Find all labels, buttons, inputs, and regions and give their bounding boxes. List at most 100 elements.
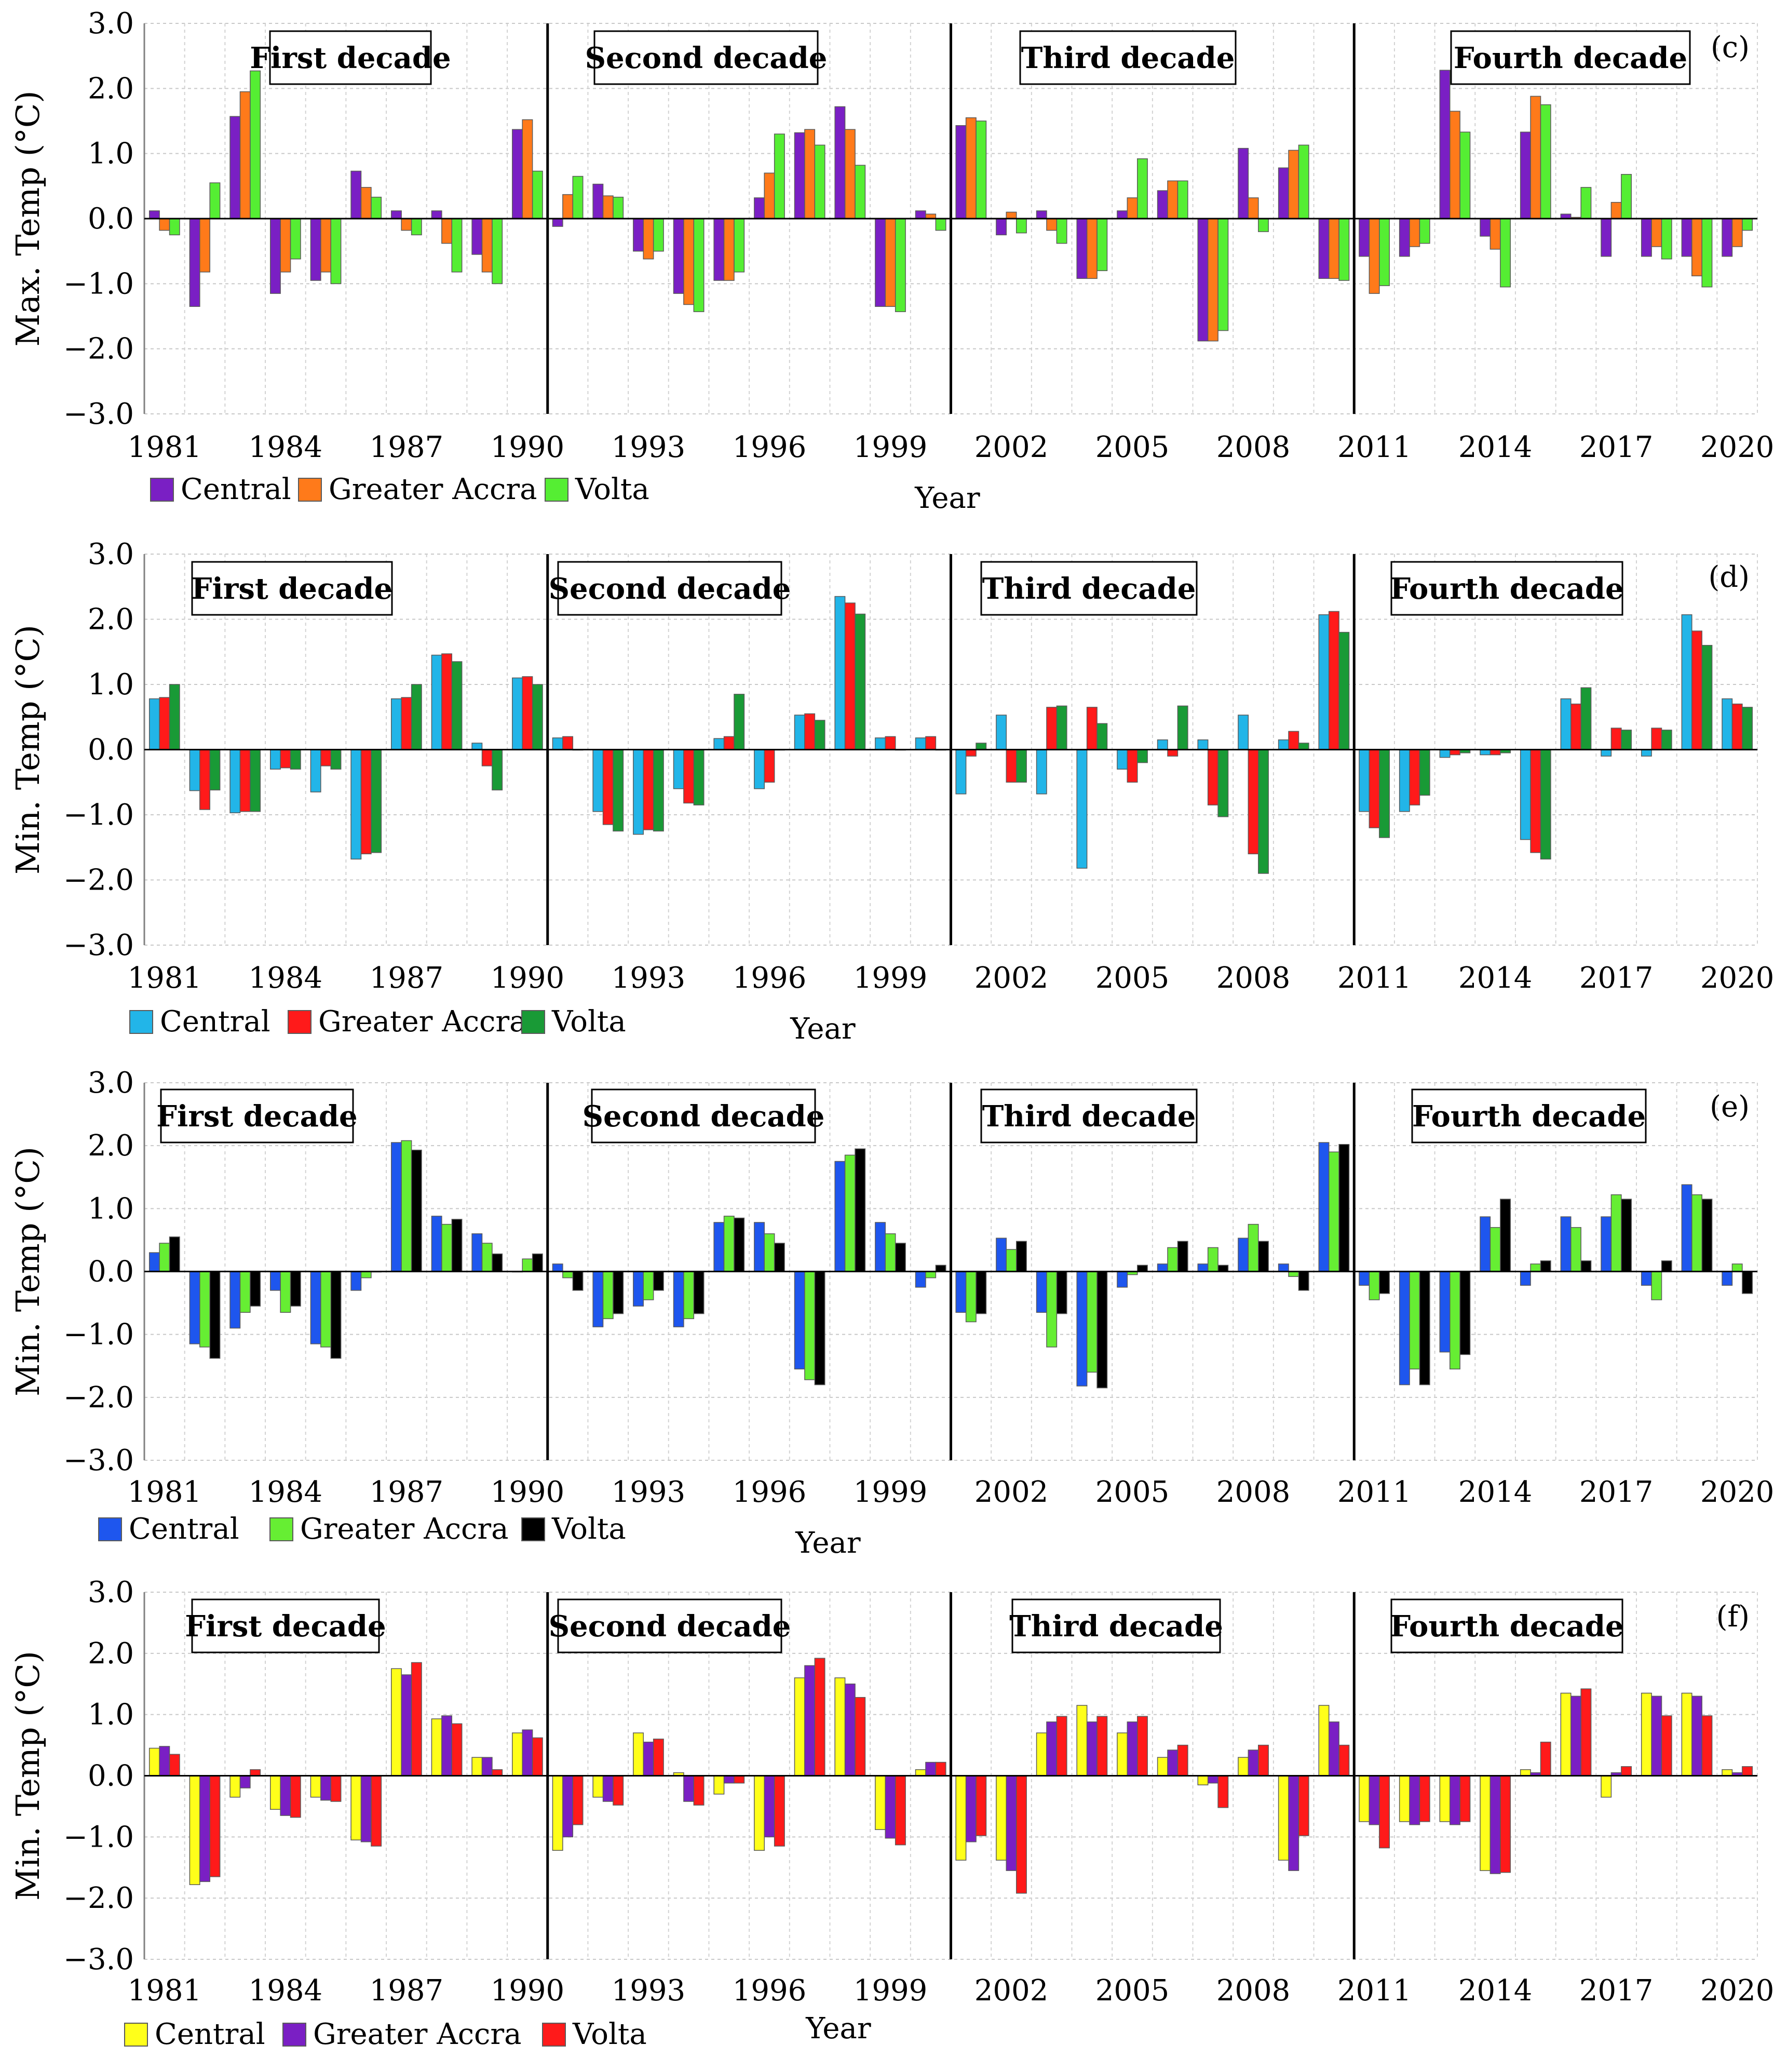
bar-greater-accra-2014: [1489, 749, 1501, 756]
bar-central-2014: [1480, 218, 1491, 237]
y-tick-label: −1.0: [63, 267, 134, 301]
x-tick-label: 2020: [1700, 1974, 1774, 2008]
bar-central-1989: [471, 743, 483, 750]
y-tick-label: −3.0: [63, 1943, 134, 1976]
y-tick-label: 2.0: [88, 1129, 134, 1163]
decade-box: [191, 1598, 380, 1653]
bar-central-1991: [552, 737, 563, 750]
bar-volta-1997: [814, 1658, 825, 1777]
bar-central-2008: [1238, 1757, 1249, 1777]
bar-greater-accra-1991: [562, 1271, 574, 1279]
legend-label: Central: [160, 1005, 270, 1039]
bar-volta-2012: [1419, 1271, 1430, 1385]
bar-central-1999: [875, 1775, 886, 1830]
bar-volta-2017: [1621, 730, 1632, 750]
y-tick-label: 3.0: [88, 537, 134, 571]
x-tick-label: 1999: [854, 1475, 928, 1509]
bar-central-2006: [1157, 1263, 1168, 1272]
bar-greater-accra-2011: [1369, 218, 1380, 294]
chart-panel-f: 3.0 2.0 1.0 0.0 −1.0 −2.0 −3.0 Min. Temp (°C) Fi…: [9, 1576, 1774, 2051]
bar-volta-2011: [1379, 218, 1390, 286]
bar-central-2004: [1076, 218, 1088, 279]
legend-label: Volta: [572, 2017, 647, 2051]
bar-volta-2008: [1258, 1241, 1269, 1272]
decade-box: [591, 1088, 816, 1143]
bar-volta-2013: [1459, 131, 1471, 219]
bar-greater-accra-2020: [1731, 218, 1743, 247]
bar-central-2018: [1641, 749, 1652, 757]
decade-box: [593, 30, 819, 85]
bar-central-1993: [633, 218, 644, 252]
bar-greater-accra-2013: [1449, 111, 1460, 219]
bar-volta-1989: [492, 1253, 503, 1272]
bar-central-2005: [1117, 749, 1128, 770]
y-tick-label: −3.0: [63, 1444, 134, 1477]
bar-central-1997: [794, 132, 805, 219]
bar-central-1985: [310, 749, 321, 792]
bar-central-1991: [552, 1263, 563, 1272]
bar-greater-accra-2007: [1207, 749, 1218, 805]
bar-greater-accra-1999: [885, 736, 896, 750]
bar-volta-2006: [1177, 705, 1188, 750]
x-tick-label: 1981: [128, 1475, 202, 1509]
panel-letter: (c): [1711, 31, 1750, 64]
bar-central-1981: [148, 698, 160, 750]
bar-greater-accra-2001: [965, 1271, 977, 1323]
bar-volta-1992: [613, 1271, 624, 1314]
bar-greater-accra-1983: [239, 1271, 251, 1313]
bar-greater-accra-1982: [199, 1775, 210, 1882]
bar-central-1996: [754, 1222, 765, 1272]
bar-central-2010: [1318, 218, 1330, 279]
bar-volta-2006: [1177, 1241, 1188, 1272]
bar-central-2018: [1641, 1692, 1652, 1777]
bar-central-1986: [350, 170, 362, 219]
x-tick-label: 1984: [249, 1475, 323, 1509]
bar-volta-2005: [1136, 1264, 1148, 1272]
bar-volta-1992: [613, 196, 624, 219]
bar-central-1999: [875, 737, 886, 750]
bar-volta-1994: [693, 1271, 705, 1314]
bar-volta-2010: [1338, 1143, 1350, 1272]
x-tick-label: 2011: [1337, 961, 1412, 995]
bar-central-2006: [1157, 1757, 1168, 1777]
y-tick-label: 1.0: [88, 1192, 134, 1226]
bar-central-2007: [1197, 739, 1209, 750]
bar-central-1990: [512, 677, 523, 750]
bar-greater-accra-2013: [1449, 1271, 1460, 1370]
x-tick-label: 2017: [1579, 1974, 1654, 2008]
legend-label: Volta: [551, 1005, 626, 1039]
bar-greater-accra-2006: [1167, 180, 1179, 219]
bar-volta-2001: [976, 1775, 987, 1836]
bar-central-1981: [148, 210, 160, 219]
y-tick-label: 0.0: [88, 733, 134, 767]
bar-greater-accra-1985: [320, 749, 331, 766]
bar-volta-1985: [330, 218, 342, 285]
bar-volta-2004: [1096, 1716, 1108, 1777]
bar-central-2001: [955, 1271, 967, 1313]
bar-volta-1994: [693, 1775, 705, 1806]
bar-greater-accra-1996: [764, 1775, 775, 1838]
bar-central-2019: [1681, 1184, 1692, 1272]
y-tick-label: −1.0: [63, 1820, 134, 1854]
bar-volta-2016: [1580, 687, 1592, 750]
y-tick-label: 3.0: [88, 1576, 134, 1609]
y-tick-label: −3.0: [63, 929, 134, 962]
y-tick-label: −3.0: [63, 397, 134, 431]
bar-greater-accra-1989: [481, 218, 493, 273]
bar-central-1994: [673, 749, 684, 789]
bar-volta-2007: [1217, 749, 1229, 817]
bar-greater-accra-2002: [1006, 1775, 1017, 1871]
bar-volta-2015: [1540, 1741, 1551, 1777]
decade-box: [191, 561, 393, 616]
bar-greater-accra-2008: [1248, 749, 1259, 855]
bar-central-2003: [1036, 1732, 1047, 1777]
bar-central-1982: [189, 218, 200, 307]
bar-central-2020: [1722, 1769, 1733, 1777]
x-tick-label: 2002: [974, 1974, 1049, 2008]
bar-greater-accra-1987: [401, 218, 412, 231]
x-tick-label: 1993: [612, 1475, 686, 1509]
bar-greater-accra-2012: [1409, 1271, 1420, 1370]
x-tick-label: 2002: [974, 430, 1049, 464]
bar-volta-2005: [1136, 1716, 1148, 1777]
bar-volta-1997: [814, 144, 825, 219]
